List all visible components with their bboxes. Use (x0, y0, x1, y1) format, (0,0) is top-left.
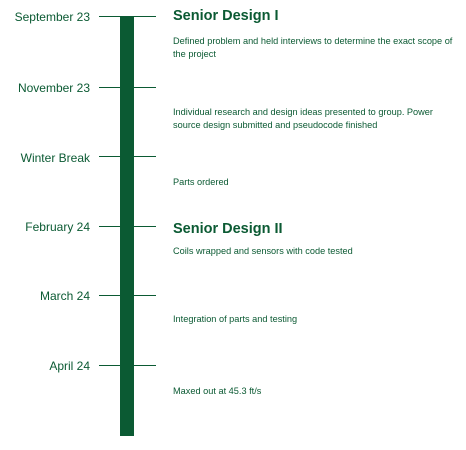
timeline-tick (99, 294, 156, 296)
milestone-date: November 23 (17, 81, 90, 95)
timeline-tick (99, 155, 156, 157)
milestone-heading: Senior Design I (173, 8, 279, 24)
milestone-date: September 23 (14, 10, 90, 24)
milestone-heading: Senior Design II (173, 221, 283, 237)
milestone-description: Coils wrapped and sensors with code test… (173, 246, 353, 256)
milestone-date: March 24 (39, 289, 90, 303)
milestone-date: April 24 (49, 359, 90, 373)
timeline-tick (99, 15, 156, 17)
timeline-tick (99, 225, 156, 227)
milestone-description: Individual research and design ideas pre… (173, 107, 433, 130)
milestone-description: Parts ordered (173, 177, 229, 187)
milestone-description: Integration of parts and testing (173, 314, 298, 324)
milestone-date: February 24 (25, 220, 90, 234)
milestone-description: Maxed out at 45.3 ft/s (173, 386, 262, 396)
milestone-description: Defined problem and held interviews to d… (173, 36, 453, 59)
timeline-tick (99, 86, 156, 88)
milestone-date: Winter Break (20, 151, 90, 165)
timeline-tick (99, 364, 156, 366)
